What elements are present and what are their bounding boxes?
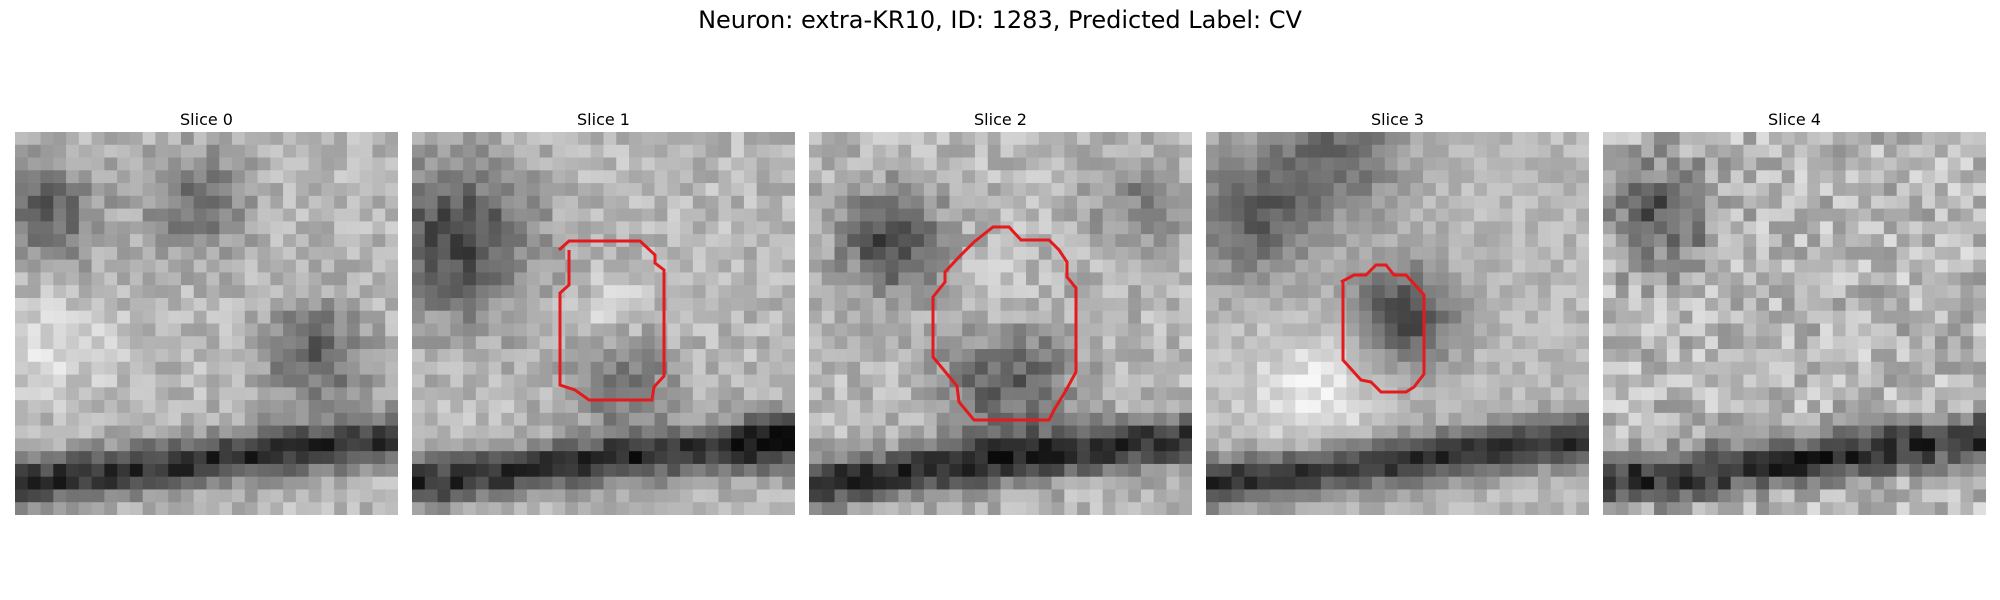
slice-title: Slice 0 [15, 108, 398, 132]
slice-panel-3: Slice 3 [1206, 108, 1589, 515]
slice-panel-0: Slice 0 [15, 108, 398, 515]
pixel-grid [15, 132, 398, 515]
slice-title: Slice 2 [809, 108, 1192, 132]
slice-title: Slice 1 [412, 108, 795, 132]
slice-image [809, 132, 1192, 515]
pixel-grid [1206, 132, 1589, 515]
slice-title: Slice 3 [1206, 108, 1589, 132]
slice-panel-4: Slice 4 [1603, 108, 1986, 515]
slice-image [1603, 132, 1986, 515]
slice-title: Slice 4 [1603, 108, 1986, 132]
slice-panel-1: Slice 1 [412, 108, 795, 515]
figure-title: Neuron: extra-KR10, ID: 1283, Predicted … [0, 6, 2000, 34]
slice-image [412, 132, 795, 515]
pixel-grid [1603, 132, 1986, 515]
pixel-grid [412, 132, 795, 515]
slice-panel-2: Slice 2 [809, 108, 1192, 515]
slice-image [15, 132, 398, 515]
pixel-grid [809, 132, 1192, 515]
slice-image [1206, 132, 1589, 515]
